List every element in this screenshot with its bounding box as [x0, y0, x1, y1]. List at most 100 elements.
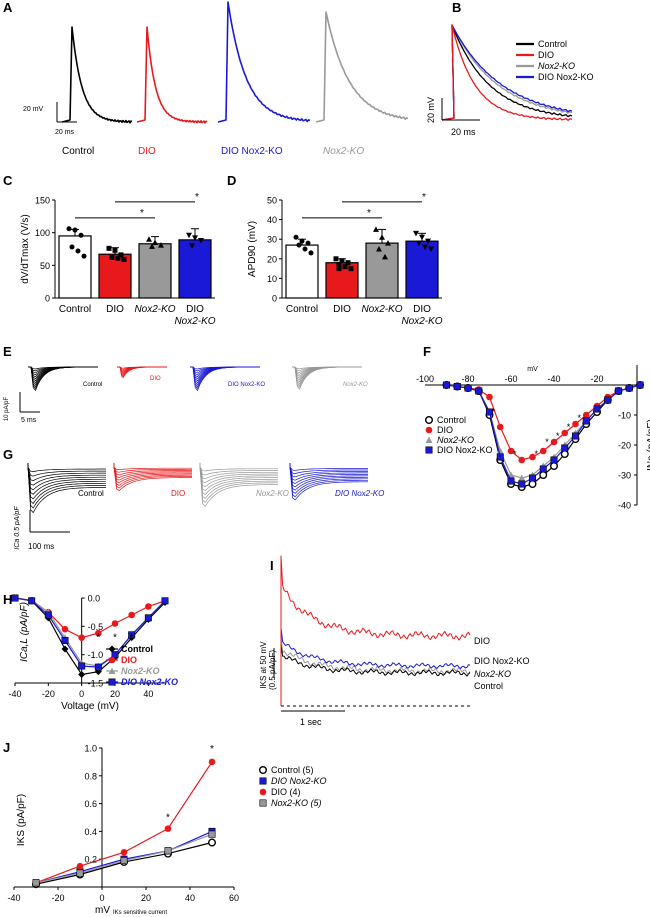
- iks-trace: [280, 627, 471, 706]
- data-point: [208, 830, 216, 838]
- legend-item: DIO: [538, 50, 554, 60]
- significance-star: *: [492, 407, 496, 417]
- data-point: [189, 243, 195, 249]
- significance-star: *: [567, 422, 571, 432]
- category-label: Nox2-KO: [134, 304, 175, 315]
- data-point: [571, 432, 579, 440]
- legend-item: Nox2-KO: [437, 435, 474, 445]
- x-tick-label: -20: [590, 374, 603, 384]
- x-tick-label: -80: [461, 374, 474, 384]
- data-point: [106, 245, 112, 251]
- calcium-current-trace: [27, 463, 106, 500]
- calcium-current-trace: [199, 463, 278, 507]
- panel-letter-i: I: [270, 558, 274, 573]
- y-tick-label: 40: [267, 215, 277, 225]
- y-tick-label: 150: [35, 196, 50, 206]
- category-label: DIO: [413, 304, 431, 315]
- data-point: [582, 411, 590, 419]
- data-point: [425, 446, 433, 454]
- y-axis-label: IKS at 50 mV: [259, 641, 268, 689]
- panel-letter-a: A: [3, 0, 13, 15]
- calcium-current-trace: [289, 463, 368, 494]
- data-point: [561, 444, 569, 452]
- y-tick-label: 50: [40, 261, 50, 271]
- data-point: [425, 436, 433, 443]
- overlay-trace: [441, 24, 573, 121]
- significance-star: *: [166, 812, 170, 823]
- data-point: [158, 242, 164, 248]
- data-point: [529, 453, 536, 461]
- data-point: [550, 462, 559, 471]
- data-point: [413, 230, 419, 237]
- data-point: [121, 256, 127, 262]
- trace-label-0: Control: [62, 146, 94, 157]
- data-point: [507, 447, 515, 455]
- y-tick-label: 0: [272, 294, 277, 304]
- category-label: DIO: [333, 304, 351, 315]
- x-tick-label: 20: [110, 689, 120, 699]
- data-point: [485, 408, 493, 416]
- data-point: [486, 393, 493, 401]
- data-point: [416, 240, 422, 247]
- category-label: DIO: [106, 304, 124, 315]
- significance-star: *: [367, 208, 371, 219]
- data-point: [66, 226, 72, 232]
- x-tick-label: 20: [141, 893, 151, 903]
- legend-item: Nox2-KO: [121, 666, 160, 676]
- data-point: [81, 253, 87, 259]
- data-point: [625, 384, 633, 392]
- calcium-current-trace: [113, 463, 192, 486]
- significance-star: *: [96, 633, 100, 644]
- sodium-current-trace: [28, 366, 98, 391]
- data-point: [496, 447, 504, 454]
- data-point: [78, 634, 85, 641]
- data-point: [518, 474, 526, 481]
- bar: [405, 240, 439, 299]
- calcium-current-trace: [27, 463, 106, 504]
- panel-letter-f: F: [423, 344, 431, 359]
- significance-star: *: [578, 413, 582, 423]
- y-tick-label: 0.0: [88, 594, 101, 604]
- data-point: [11, 594, 19, 602]
- data-point: [78, 662, 86, 670]
- data-point: [376, 246, 382, 252]
- x-tick-label: 40: [185, 893, 195, 903]
- calcium-current-trace: [113, 463, 192, 481]
- action-potential-trace: [315, 11, 409, 123]
- scale-label-current: 10 pA/pF: [4, 396, 10, 421]
- data-point: [379, 234, 385, 240]
- data-point: [120, 848, 128, 856]
- data-point: [302, 246, 308, 252]
- legend-item: DIO Nox2-KO: [538, 72, 594, 82]
- calcium-current-trace: [199, 463, 278, 487]
- significance-star: *: [556, 431, 560, 441]
- calcium-current-trace: [289, 463, 368, 491]
- calcium-current-trace: [199, 463, 278, 476]
- data-point: [593, 405, 601, 413]
- data-point: [76, 869, 84, 877]
- x-axis-label: Voltage (mV): [61, 701, 119, 712]
- panel-letter-g: G: [3, 447, 13, 462]
- calcium-current-trace: [199, 463, 278, 472]
- iks-trace: [280, 555, 471, 706]
- calcium-current-trace: [289, 463, 368, 481]
- data-point: [336, 266, 342, 272]
- trace-label-2: Nox2-KO: [474, 669, 511, 679]
- x-tick-label: -20: [42, 689, 55, 699]
- y-axis-label: IKS (pA/pF): [16, 794, 27, 846]
- data-point: [604, 396, 612, 404]
- scale-label-time: 20 ms: [55, 129, 75, 136]
- calcium-current-trace: [199, 463, 278, 495]
- y-axis-label: APD90 (mV): [247, 221, 258, 277]
- data-point: [348, 266, 354, 272]
- data-point: [146, 236, 152, 242]
- trace-label-3: Control: [474, 681, 503, 691]
- calcium-current-trace: [113, 463, 192, 489]
- calcium-current-trace: [289, 463, 368, 474]
- data-point: [528, 480, 537, 489]
- data-point: [144, 614, 152, 622]
- category-label: Control: [59, 304, 91, 315]
- data-point: [582, 417, 590, 425]
- data-point: [425, 426, 433, 434]
